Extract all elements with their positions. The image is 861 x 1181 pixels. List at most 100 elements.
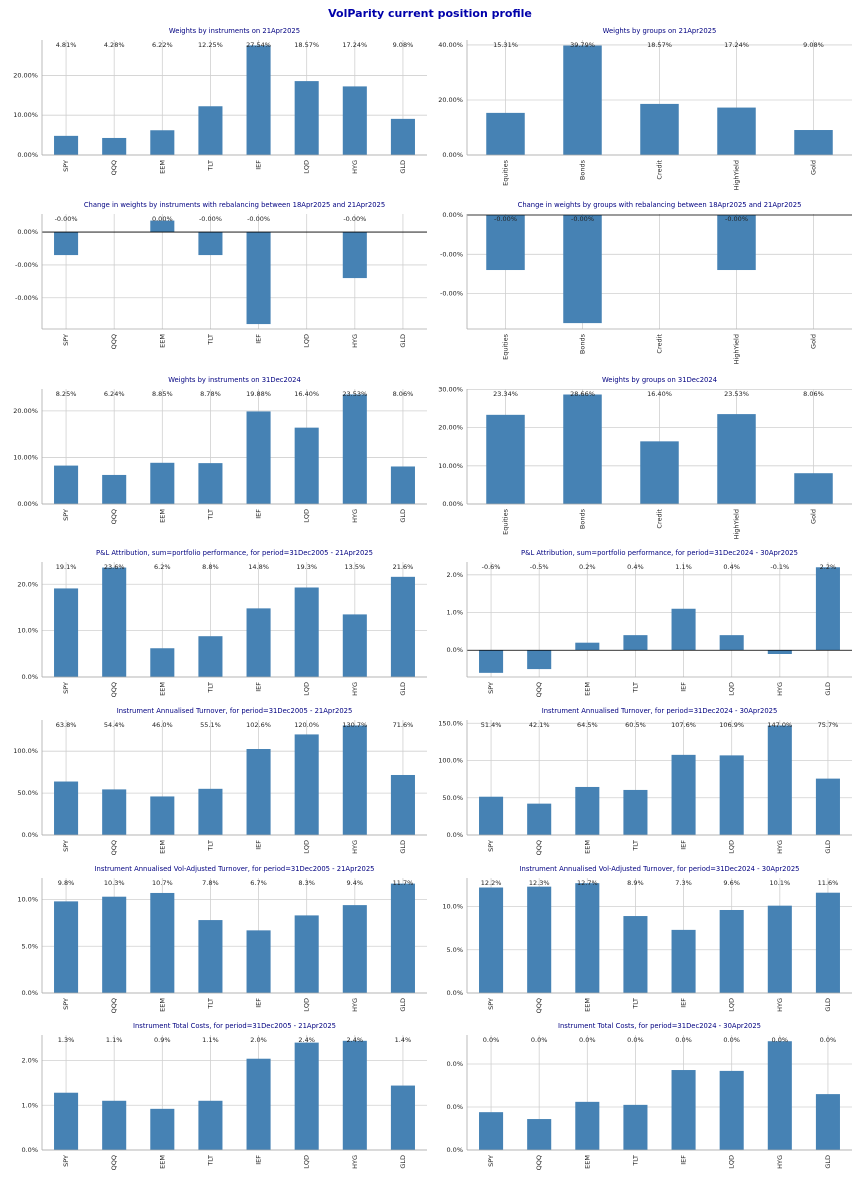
x-tick-label: SPY bbox=[487, 998, 495, 1010]
x-tick-label: HYG bbox=[776, 682, 784, 696]
value-label: 8.85% bbox=[152, 390, 173, 398]
y-tick-label: 10.0% bbox=[17, 896, 38, 904]
x-tick-label: QQQ bbox=[110, 160, 118, 175]
x-tick-label: TLT bbox=[631, 998, 639, 1010]
bar bbox=[150, 130, 175, 155]
x-tick-label: LQD bbox=[728, 840, 736, 854]
x-tick-label: QQQ bbox=[535, 682, 543, 697]
x-tick-label: EEM bbox=[583, 998, 591, 1012]
value-label: 54.4% bbox=[104, 721, 125, 729]
bar bbox=[486, 414, 525, 504]
x-tick-label: QQQ bbox=[110, 334, 118, 349]
bar bbox=[294, 915, 319, 993]
bar bbox=[102, 474, 127, 504]
value-label: 0.0% bbox=[627, 1036, 644, 1044]
x-tick-label: Bonds bbox=[579, 508, 587, 529]
value-label: 60.5% bbox=[625, 721, 646, 729]
bar bbox=[575, 642, 600, 651]
value-label: 0.0% bbox=[531, 1036, 548, 1044]
value-label: 4.28% bbox=[104, 41, 125, 49]
x-tick-label: EEM bbox=[158, 682, 166, 696]
bar bbox=[719, 755, 744, 835]
x-tick-label: IEF bbox=[680, 840, 688, 850]
x-tick-label: HYG bbox=[351, 509, 359, 523]
bar bbox=[54, 1092, 79, 1150]
value-label: 10.3% bbox=[104, 879, 125, 887]
bar bbox=[390, 883, 415, 993]
x-tick-label: HighYield bbox=[733, 334, 741, 364]
y-tick-label: -0.00% bbox=[15, 261, 38, 269]
x-tick-label: GLD bbox=[399, 998, 407, 1012]
value-label: 46.0% bbox=[152, 721, 173, 729]
bar bbox=[54, 588, 79, 677]
value-label: 12.25% bbox=[198, 41, 223, 49]
value-label: 8.3% bbox=[298, 879, 315, 887]
x-tick-label: EEM bbox=[583, 682, 591, 696]
value-label: 19.1% bbox=[56, 563, 77, 571]
bar bbox=[102, 789, 127, 835]
y-tick-label: 0.00% bbox=[17, 228, 38, 236]
value-label: 107.6% bbox=[671, 721, 696, 729]
x-tick-label: GLD bbox=[824, 998, 832, 1012]
chart-title: Weights by instruments on 21Apr2025 bbox=[169, 27, 300, 35]
chart-title: Change in weights by instruments with re… bbox=[84, 201, 385, 209]
x-tick-label: HYG bbox=[776, 1155, 784, 1169]
bar bbox=[767, 725, 792, 835]
chart-title: Instrument Annualised Vol-Adjusted Turno… bbox=[520, 865, 800, 873]
bar bbox=[390, 1085, 415, 1150]
bar bbox=[719, 1070, 744, 1150]
bar bbox=[246, 749, 271, 835]
bar bbox=[767, 905, 792, 993]
chart-title: Instrument Annualised Vol-Adjusted Turno… bbox=[95, 865, 375, 873]
value-label: 8.25% bbox=[56, 390, 77, 398]
x-tick-label: SPY bbox=[62, 682, 70, 694]
bar bbox=[198, 1100, 223, 1150]
x-tick-label: TLT bbox=[206, 682, 214, 694]
value-label: -0.6% bbox=[482, 563, 501, 571]
value-label: 15.31% bbox=[493, 41, 518, 49]
value-label: 16.40% bbox=[294, 390, 319, 398]
value-label: 27.54% bbox=[246, 41, 271, 49]
x-tick-label: Equities bbox=[502, 159, 510, 186]
bar bbox=[54, 232, 79, 256]
value-label: -0.1% bbox=[770, 563, 789, 571]
bar bbox=[150, 1108, 175, 1150]
x-tick-label: HighYield bbox=[733, 509, 741, 539]
bar bbox=[342, 725, 367, 835]
value-label: 8.8% bbox=[202, 563, 219, 571]
x-tick-label: QQQ bbox=[110, 998, 118, 1013]
bar bbox=[479, 650, 504, 673]
value-label: 9.08% bbox=[803, 41, 824, 49]
x-tick-label: SPY bbox=[62, 840, 70, 852]
y-tick-label: 10.0% bbox=[17, 627, 38, 635]
y-tick-label: 5.0% bbox=[446, 946, 463, 954]
y-tick-label: 0.00% bbox=[17, 151, 38, 159]
bar bbox=[390, 466, 415, 504]
x-tick-label: QQQ bbox=[110, 682, 118, 697]
bar bbox=[342, 86, 367, 155]
bar bbox=[717, 414, 756, 504]
x-tick-label: TLT bbox=[206, 160, 214, 172]
value-label: -0.5% bbox=[530, 563, 549, 571]
y-tick-label: 0.0% bbox=[446, 1060, 463, 1068]
x-tick-label: IEF bbox=[255, 509, 263, 519]
y-tick-label: 0.0% bbox=[446, 1103, 463, 1111]
value-label: 0.0% bbox=[483, 1036, 500, 1044]
bar bbox=[102, 137, 127, 155]
x-tick-label: SPY bbox=[487, 1155, 495, 1167]
x-tick-label: TLT bbox=[206, 509, 214, 521]
y-tick-label: 0.00% bbox=[442, 500, 463, 508]
y-tick-label: 2.0% bbox=[21, 1057, 38, 1065]
value-label: 11.7% bbox=[393, 879, 414, 887]
y-tick-label: 20.00% bbox=[13, 407, 38, 415]
x-tick-label: LQD bbox=[303, 509, 311, 523]
x-tick-label: LQD bbox=[303, 334, 311, 348]
value-label: 19.3% bbox=[296, 563, 317, 571]
value-label: 0.0% bbox=[723, 1036, 740, 1044]
y-tick-label: 0.0% bbox=[21, 831, 38, 839]
x-tick-label: EEM bbox=[583, 1155, 591, 1169]
bar bbox=[815, 567, 840, 651]
bar bbox=[719, 635, 744, 651]
x-tick-label: HYG bbox=[351, 1155, 359, 1169]
value-label: -0.00% bbox=[247, 215, 270, 223]
